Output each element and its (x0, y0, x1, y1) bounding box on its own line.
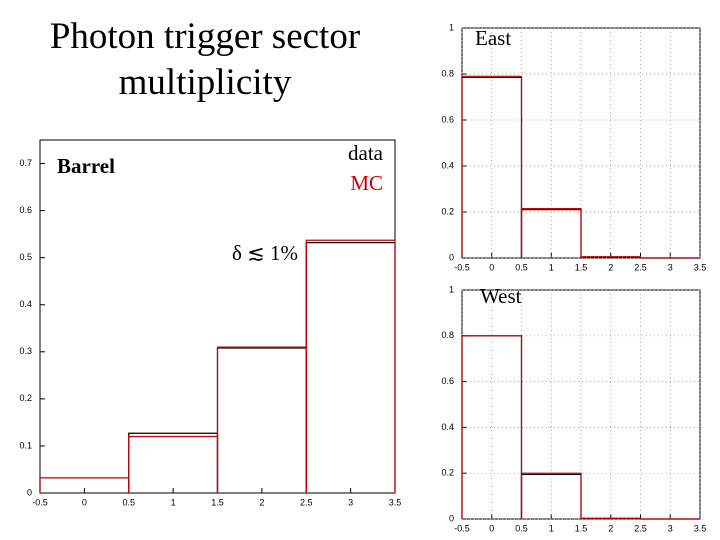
histogram-bin (305, 239, 396, 493)
x-tick-label: 1 (549, 262, 554, 272)
y-tick-label: 1 (449, 284, 454, 294)
annotation: δ ≲ 1% (232, 241, 298, 265)
y-tick-label: 0 (449, 513, 454, 523)
x-tick-label: 2.5 (300, 497, 313, 507)
y-tick-label: 0.8 (441, 330, 454, 340)
histogram-bin (216, 346, 307, 493)
x-tick-label: 3.5 (694, 523, 707, 533)
x-tick-label: 1 (549, 523, 554, 533)
y-tick-label: 0.4 (441, 160, 454, 170)
y-tick-label: 0.6 (441, 376, 454, 386)
histogram-bin (128, 432, 219, 493)
x-tick-label: 1 (171, 497, 176, 507)
x-tick-label: 0.5 (122, 497, 135, 507)
y-tick-label: 0.5 (19, 252, 32, 262)
x-tick-label: 0 (489, 523, 494, 533)
histogram-bin (520, 473, 582, 519)
y-tick-label: 0.4 (441, 422, 454, 432)
histogram-bin (461, 75, 523, 258)
y-tick-label: 0.2 (441, 468, 454, 478)
x-tick-label: -0.5 (32, 497, 48, 507)
panel-title: West (480, 284, 522, 308)
y-tick-label: 0.4 (19, 299, 32, 309)
panel-title: Barrel (57, 154, 115, 178)
x-tick-label: 1.5 (211, 497, 224, 507)
y-tick-label: 0.7 (19, 158, 32, 168)
x-tick-label: -0.5 (454, 523, 470, 533)
x-tick-label: 3.5 (389, 497, 402, 507)
x-tick-label: 0.5 (515, 523, 528, 533)
y-tick-label: 0 (449, 252, 454, 262)
y-tick-label: 0.2 (441, 206, 454, 216)
x-tick-label: 2 (608, 262, 613, 272)
histogram-bin (461, 335, 523, 519)
x-tick-label: 2 (608, 523, 613, 533)
y-tick-label: 0 (27, 487, 32, 497)
x-tick-label: 1.5 (575, 262, 588, 272)
histogram-bin (128, 435, 219, 493)
y-tick-label: 0.8 (441, 68, 454, 78)
histogram-bin (305, 242, 396, 493)
y-tick-label: 0.6 (441, 114, 454, 124)
y-tick-label: 1 (449, 22, 454, 32)
x-tick-label: 3 (348, 497, 353, 507)
x-tick-label: 0 (82, 497, 87, 507)
slide-title: Photon trigger sector multiplicity (49, 16, 361, 103)
x-tick-label: 2.5 (634, 523, 647, 533)
x-tick-label: 3 (668, 523, 673, 533)
y-tick-label: 0.3 (19, 346, 32, 356)
legend-entry: data (348, 141, 384, 165)
y-tick-label: 0.6 (19, 205, 32, 215)
histogram-bin (216, 347, 307, 493)
x-tick-label: -0.5 (454, 262, 470, 272)
x-tick-label: 0.5 (515, 262, 528, 272)
x-tick-label: 2.5 (634, 262, 647, 272)
panel-title: East (475, 26, 511, 50)
x-tick-label: 2 (259, 497, 264, 507)
x-tick-label: 3.5 (694, 262, 707, 272)
x-tick-label: 1.5 (575, 523, 588, 533)
y-tick-label: 0.2 (19, 393, 32, 403)
y-tick-label: 0.1 (19, 440, 32, 450)
x-tick-label: 0 (489, 262, 494, 272)
histogram-bin (520, 207, 582, 258)
x-tick-label: 3 (668, 262, 673, 272)
legend-entry: MC (350, 171, 383, 195)
histogram-bin (580, 517, 642, 519)
histogram-bin (520, 472, 582, 519)
